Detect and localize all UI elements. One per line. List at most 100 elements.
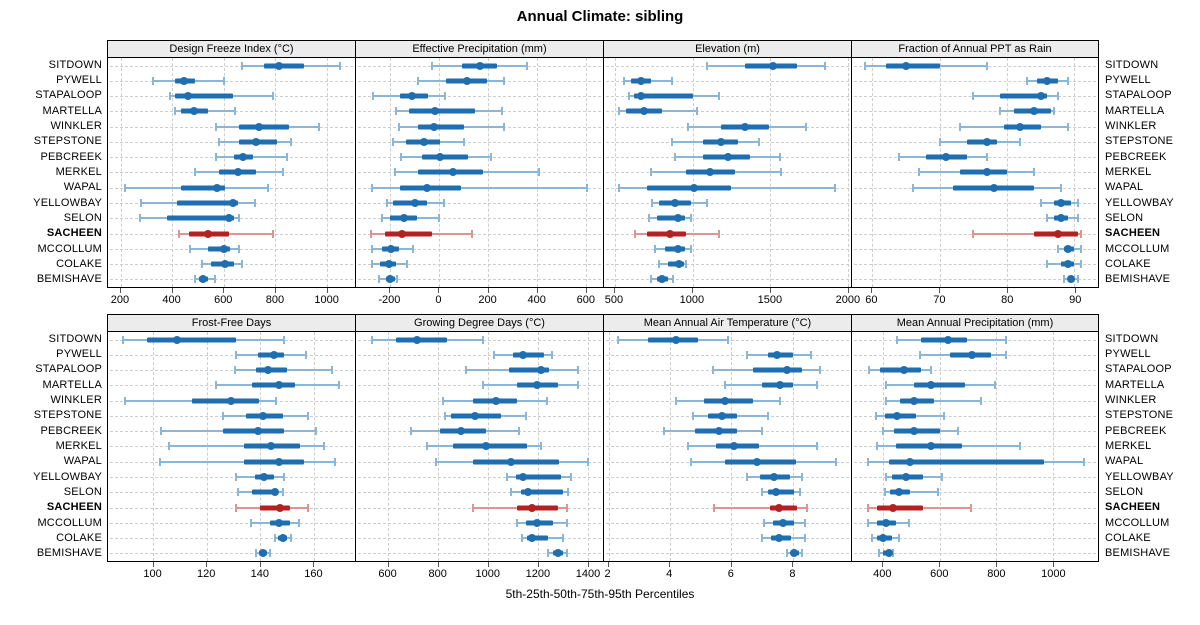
series-row-colake <box>356 530 603 545</box>
series-row-stepstone <box>604 134 851 149</box>
whisker-cap <box>864 61 867 70</box>
whisker-cap <box>271 92 274 101</box>
axis-tick <box>438 288 440 293</box>
axis-tick <box>313 562 315 567</box>
axis-tick <box>587 562 589 567</box>
median-dot <box>944 335 953 344</box>
station-label-wapal: WAPAL <box>1105 181 1144 194</box>
station-label-sitdown: SITDOWN <box>1105 332 1159 345</box>
horizontal-gridline <box>358 141 601 143</box>
whisker-cap <box>727 335 730 344</box>
whisker-cap <box>200 260 203 269</box>
whisker-cap <box>443 411 446 420</box>
box-25-75 <box>252 489 278 495</box>
whisker-cap <box>500 107 503 116</box>
series-row-selon <box>852 211 1098 226</box>
box-25-75 <box>174 93 233 99</box>
median-dot <box>718 411 727 420</box>
series-row-martella <box>356 104 603 119</box>
whisker-cap <box>493 350 496 359</box>
median-dot <box>1036 92 1045 101</box>
station-label-selon: SELON <box>63 211 102 224</box>
whisker-cap <box>565 503 568 512</box>
axis-tick-label: 2 <box>604 568 611 580</box>
station-label-colake: COLAKE <box>56 531 102 544</box>
series-row-winkler <box>108 393 355 408</box>
series-row-winkler <box>852 393 1098 408</box>
series-row-sacheen <box>108 226 355 241</box>
median-dot <box>491 396 500 405</box>
median-dot <box>658 275 667 284</box>
series-row-wapal <box>108 180 355 195</box>
median-dot <box>226 396 235 405</box>
station-label-pebcreek: PEBCREEK <box>1105 424 1167 437</box>
whisker-cap <box>1080 244 1083 253</box>
axis-fraction-of-annual-ppt-as-rain: 60 70 80 90 <box>851 288 1099 310</box>
horizontal-gridline <box>854 538 1096 540</box>
whisker-cap <box>1076 199 1079 208</box>
series-row-winkler <box>604 119 851 134</box>
whisker-cap <box>538 168 541 177</box>
axis-tick-label: 60 <box>865 294 878 306</box>
series-row-martella <box>108 104 355 119</box>
whisker-cap <box>281 168 284 177</box>
station-label-sitdown: SITDOWN <box>48 332 102 345</box>
whisker-cap <box>979 396 982 405</box>
whisker-cap <box>217 137 220 146</box>
median-dot <box>260 473 269 482</box>
series-row-bemishave <box>356 272 603 287</box>
panel-fraction-of-annual-ppt-as-rain: Fraction of Annual PPT as Rain <box>851 40 1099 288</box>
median-dot <box>456 427 465 436</box>
series-row-winkler <box>356 119 603 134</box>
whisker-cap <box>168 92 171 101</box>
median-dot <box>190 107 199 116</box>
whisker-cap <box>1039 199 1042 208</box>
whisker-cap <box>689 244 692 253</box>
panel-plot <box>852 332 1098 561</box>
series-row-sacheen <box>852 500 1098 515</box>
median-dot <box>275 61 284 70</box>
whisker-cap <box>526 61 529 70</box>
median-dot <box>475 61 484 70</box>
whisker-cap <box>958 122 961 131</box>
horizontal-gridline <box>110 538 353 540</box>
axis-tick-label: 4 <box>666 568 673 580</box>
whisker-cap <box>876 442 879 451</box>
median-dot <box>233 168 242 177</box>
whisker-cap <box>409 427 412 436</box>
median-dot <box>532 381 541 390</box>
box-25-75 <box>418 124 464 130</box>
whisker-cap <box>898 153 901 162</box>
horizontal-gridline <box>606 553 849 555</box>
axis-tick-label: 140 <box>250 568 269 580</box>
series-row-merkel <box>356 165 603 180</box>
whisker-cap <box>1053 107 1056 116</box>
median-dot <box>254 122 263 131</box>
whisker-cap <box>124 396 127 405</box>
whisker-cap <box>213 275 216 284</box>
median-dot <box>431 107 440 116</box>
series-row-sitdown <box>356 58 603 73</box>
median-dot <box>673 244 682 253</box>
axis-tick-label: 120 <box>197 568 216 580</box>
horizontal-gridline <box>854 415 1096 417</box>
whisker-cap <box>800 473 803 482</box>
median-dot <box>724 153 733 162</box>
median-dot <box>910 427 919 436</box>
median-dot <box>524 488 533 497</box>
series-row-bemishave <box>852 272 1098 287</box>
whisker-cap <box>648 214 651 223</box>
series-row-bemishave <box>356 546 603 561</box>
series-row-pebcreek <box>604 424 851 439</box>
series-row-mccollum <box>604 241 851 256</box>
box-25-75 <box>520 489 564 495</box>
median-dot <box>264 366 273 375</box>
axis-tick <box>613 288 615 293</box>
axis-tick <box>171 288 173 293</box>
whisker-cap <box>266 183 269 192</box>
whisker-cap <box>761 488 764 497</box>
whisker-cap <box>1005 350 1008 359</box>
whisker-cap <box>121 335 124 344</box>
box-25-75 <box>526 535 549 541</box>
series-row-sitdown <box>852 58 1098 73</box>
